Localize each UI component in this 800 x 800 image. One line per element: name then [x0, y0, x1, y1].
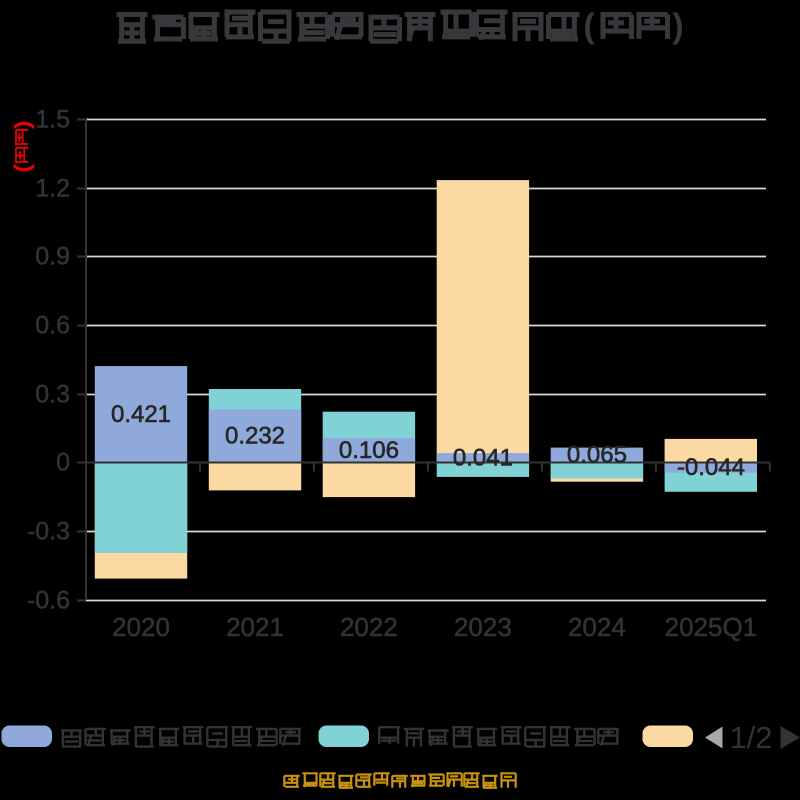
svg-text:0.065: 0.065	[567, 442, 627, 469]
svg-text:2025Q1: 2025Q1	[665, 612, 758, 642]
svg-text:0.3: 0.3	[35, 381, 70, 409]
svg-text:-0.044: -0.044	[677, 454, 745, 481]
svg-text:(: (	[583, 8, 595, 46]
svg-text:0.9: 0.9	[35, 243, 70, 271]
svg-text:1.2: 1.2	[35, 175, 70, 203]
svg-text:-0.6: -0.6	[27, 587, 70, 615]
svg-text:0.041: 0.041	[453, 444, 513, 471]
svg-text:): )	[13, 121, 35, 128]
svg-text:0.232: 0.232	[225, 422, 285, 449]
svg-text:2020: 2020	[112, 612, 170, 642]
svg-text:1.5: 1.5	[35, 106, 70, 134]
svg-text:1/2: 1/2	[729, 720, 772, 755]
svg-text:0.106: 0.106	[339, 437, 399, 464]
svg-text:2023: 2023	[454, 612, 512, 642]
svg-text:0.6: 0.6	[35, 312, 70, 340]
svg-text:0: 0	[56, 449, 70, 477]
svg-text:(: (	[13, 165, 35, 172]
svg-text:0.421: 0.421	[111, 401, 171, 428]
svg-text:2021: 2021	[226, 612, 284, 642]
svg-text:2022: 2022	[340, 612, 398, 642]
svg-text:): )	[672, 8, 683, 46]
svg-text:-0.3: -0.3	[27, 518, 70, 546]
svg-text:2024: 2024	[568, 612, 626, 642]
